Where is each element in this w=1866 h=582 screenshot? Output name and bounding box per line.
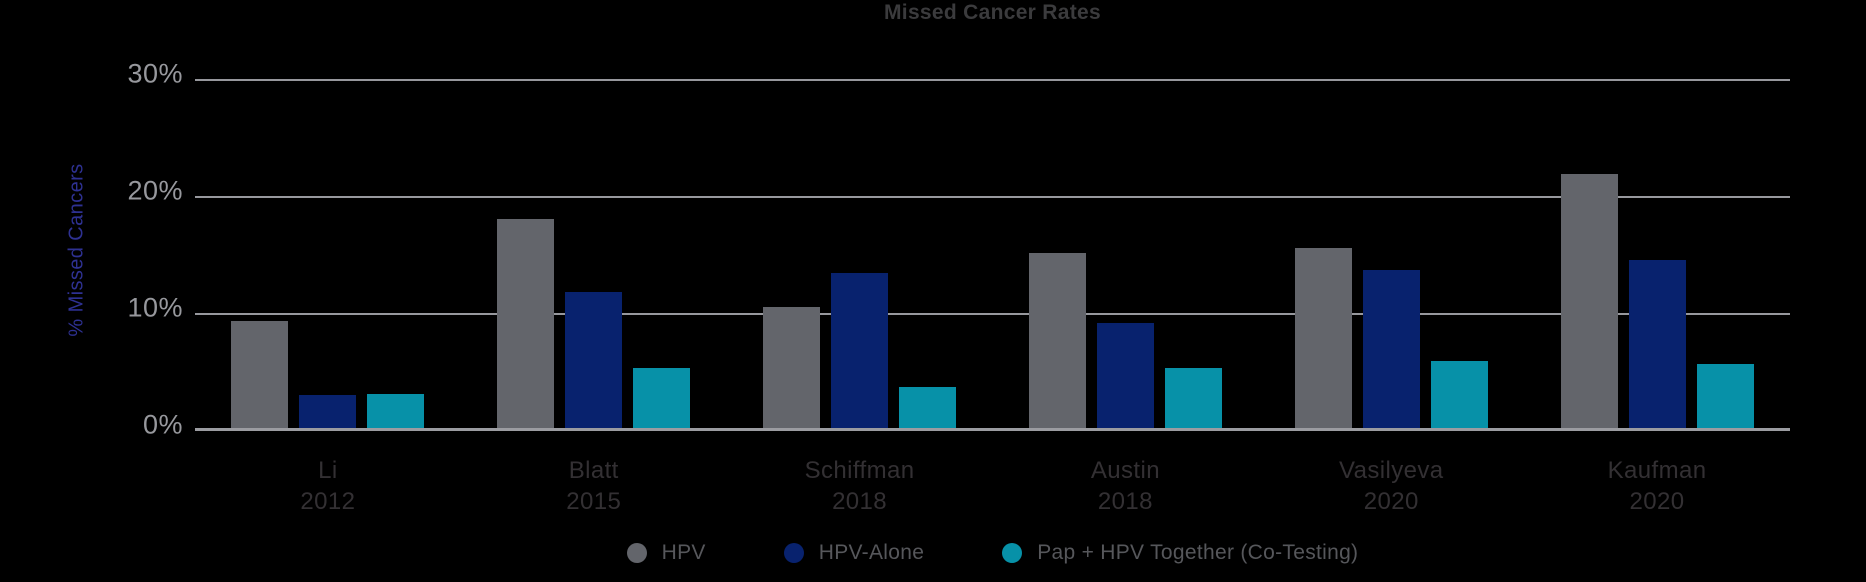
bar-hpv-alone-kaufman-2020: [1628, 260, 1686, 431]
gridline-30: [195, 79, 1790, 81]
x-label-li-2012: Li 2012: [195, 455, 461, 517]
bar-group-blatt-2015: [461, 80, 727, 431]
bar-hpv-blatt-2015: [497, 219, 555, 431]
bar-pap-hpv-together-co-testing-austin-2018: [1164, 368, 1222, 431]
bar-hpv-schiffman-2018: [763, 307, 821, 431]
bar-pap-hpv-together-co-testing-blatt-2015: [633, 368, 691, 431]
chart-title: Missed Cancer Rates: [884, 1, 1101, 24]
x-label-study-name: Schiffman: [804, 457, 915, 484]
legend-item-hpv: HPV: [626, 541, 706, 565]
x-label-study-year: 2012: [300, 488, 356, 515]
x-label-study-year: 2018: [1097, 488, 1153, 515]
bar-hpv-li-2012: [231, 321, 289, 431]
x-label-study-name: Li: [318, 457, 338, 484]
gridline-10: [195, 313, 1790, 315]
bar-group-vasilyeva-2020: [1258, 80, 1524, 431]
bar-hpv-kaufman-2020: [1560, 174, 1618, 431]
x-label-study-name: Vasilyeva: [1338, 457, 1444, 484]
x-label-schiffman-2018: Schiffman 2018: [727, 455, 993, 517]
bar-hpv-austin-2018: [1028, 253, 1086, 431]
bar-pap-hpv-together-co-testing-kaufman-2020: [1696, 364, 1754, 431]
legend-dot-icon: [626, 543, 647, 563]
legend-item-hpv-alone: HPV-Alone: [783, 541, 925, 565]
y-axis-title: % Missed Cancers: [65, 163, 88, 337]
bar-group-schiffman-2018: [727, 80, 993, 431]
bar-group-kaufman-2020: [1524, 80, 1790, 431]
y-tick-label-10: 10%: [127, 292, 183, 323]
x-label-study-name: Austin: [1090, 457, 1160, 484]
x-label-study-name: Blatt: [568, 457, 619, 484]
legend-dot-icon: [1002, 543, 1023, 563]
legend-label: HPV: [661, 541, 706, 564]
bar-group-austin-2018: [993, 80, 1259, 431]
legend-dot-icon: [783, 543, 804, 563]
chart-legend: HPV HPV-Alone Pap + HPV Together (Co-Testi…: [195, 541, 1790, 565]
x-label-study-year: 2020: [1363, 488, 1419, 515]
x-label-kaufman-2020: Kaufman 2020: [1524, 455, 1790, 517]
bar-hpv-alone-schiffman-2018: [831, 273, 889, 431]
bar-hpv-alone-blatt-2015: [565, 292, 623, 431]
bar-group-li-2012: [195, 80, 461, 431]
y-tick-label-0: 0%: [142, 409, 183, 440]
x-label-vasilyeva-2020: Vasilyeva 2020: [1258, 455, 1524, 517]
y-tick-label-30: 30%: [127, 58, 183, 89]
x-axis-labels: Li 2012 Blatt 2015 Schiffman 2018 Austin 2018 Va…: [195, 455, 1790, 517]
legend-item-pap-hpv-together-co-testing: Pap + HPV Together (Co-Testing): [1002, 541, 1358, 565]
bar-hpv-vasilyeva-2020: [1294, 248, 1352, 431]
bar-pap-hpv-together-co-testing-vasilyeva-2020: [1430, 361, 1488, 431]
legend-label: HPV-Alone: [818, 541, 925, 564]
bar-hpv-alone-li-2012: [299, 395, 357, 431]
y-tick-label-20: 20%: [127, 175, 183, 206]
x-label-blatt-2015: Blatt 2015: [461, 455, 727, 517]
x-label-study-name: Kaufman: [1607, 457, 1707, 484]
x-label-study-year: 2018: [832, 488, 888, 515]
x-axis-line: [195, 428, 1790, 431]
plot-area: 30% 20% 10% 0%: [127, 59, 1790, 440]
gridline-20: [195, 196, 1790, 198]
x-label-austin-2018: Austin 2018: [992, 455, 1258, 517]
bar-hpv-alone-vasilyeva-2020: [1362, 270, 1420, 431]
x-label-study-year: 2020: [1629, 488, 1685, 515]
x-label-study-year: 2015: [566, 488, 622, 515]
bar-hpv-alone-austin-2018: [1096, 323, 1154, 431]
legend-label: Pap + HPV Together (Co-Testing): [1037, 541, 1359, 564]
bar-pap-hpv-together-co-testing-li-2012: [367, 394, 425, 431]
bar-pap-hpv-together-co-testing-schiffman-2018: [899, 387, 957, 431]
